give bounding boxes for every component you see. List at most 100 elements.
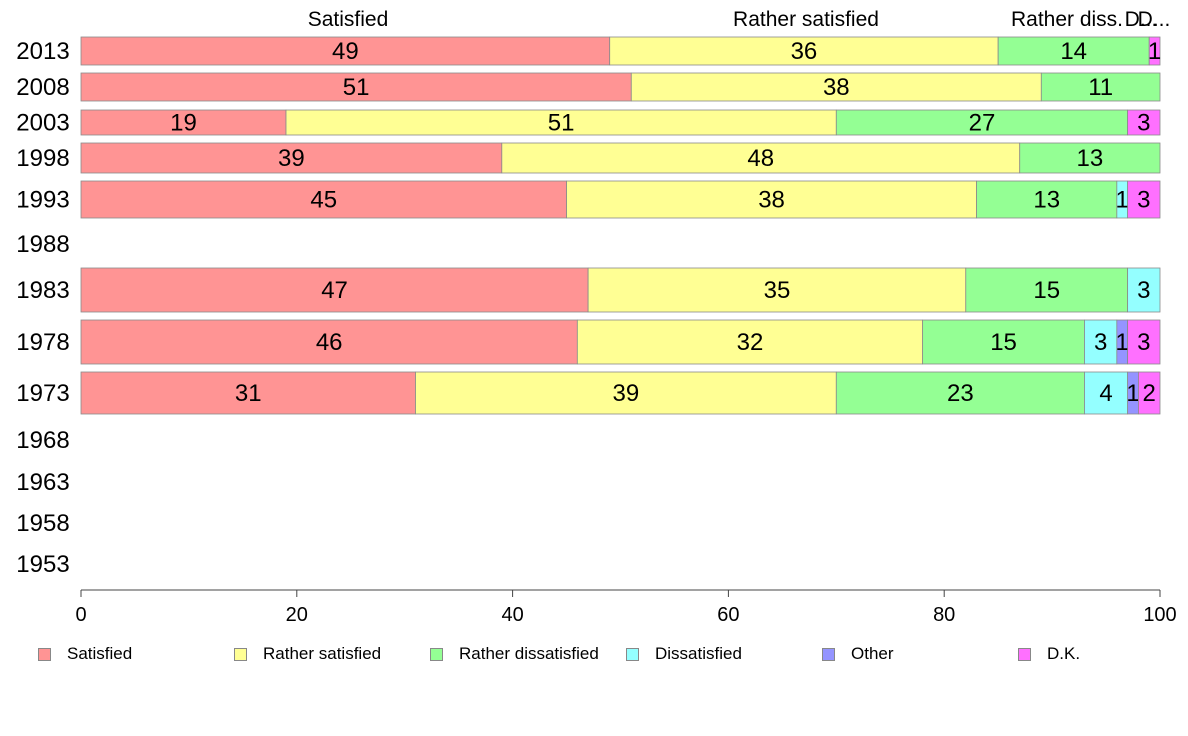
category-label: 2008 bbox=[16, 74, 69, 101]
bar-segment bbox=[80, 142, 503, 174]
column-header: D... bbox=[1138, 8, 1171, 31]
bar-segment bbox=[566, 180, 977, 219]
legend-swatch bbox=[822, 647, 835, 661]
legend-label: Dissatisfied bbox=[655, 644, 742, 663]
bar-segment bbox=[587, 267, 967, 313]
legend: Satisfied Rather satisfied Rather dissatis… bbox=[38, 644, 1158, 668]
bar-segment bbox=[1040, 72, 1161, 102]
x-tick-label: 80 bbox=[933, 604, 955, 626]
bar-segment bbox=[1084, 371, 1129, 415]
data-label: 51 bbox=[548, 110, 575, 137]
bar-segment bbox=[1127, 109, 1161, 136]
data-label: 39 bbox=[613, 380, 640, 407]
category-label: 1978 bbox=[16, 329, 69, 356]
category-label: 2003 bbox=[16, 110, 69, 137]
bar-segment bbox=[965, 267, 1129, 313]
legend-label: Rather dissatisfied bbox=[459, 644, 599, 663]
data-label: 1 bbox=[1126, 380, 1139, 407]
data-label: 1 bbox=[1116, 187, 1129, 214]
x-tick-label: 60 bbox=[717, 604, 739, 626]
data-label: 11 bbox=[1088, 74, 1113, 101]
legend-label: Other bbox=[851, 644, 894, 663]
data-label: 13 bbox=[1033, 187, 1060, 214]
legend-swatch bbox=[1018, 647, 1031, 661]
category-label: 1998 bbox=[16, 145, 69, 172]
legend-label: Satisfied bbox=[67, 644, 133, 663]
legend-item: Dissatisfied bbox=[626, 644, 742, 664]
data-label: 3 bbox=[1137, 110, 1150, 137]
column-headers: Satisfied Rather satisfied Rather diss. D..… bbox=[308, 8, 1171, 31]
bar-segment bbox=[80, 319, 578, 365]
data-label: 49 bbox=[332, 38, 359, 65]
data-label: 13 bbox=[1077, 145, 1104, 172]
bar-segment bbox=[976, 180, 1118, 219]
category-label: 1983 bbox=[16, 277, 69, 304]
data-label: 39 bbox=[278, 145, 305, 172]
bar-segment bbox=[80, 180, 567, 219]
data-label: 45 bbox=[310, 187, 337, 214]
data-label: 27 bbox=[969, 110, 996, 137]
category-label: 1958 bbox=[16, 510, 69, 537]
bar-segment bbox=[1127, 319, 1161, 365]
legend-item: D.K. bbox=[1018, 644, 1080, 664]
category-label: 1993 bbox=[16, 187, 69, 214]
data-label: 3 bbox=[1137, 187, 1150, 214]
category-label: 2013 bbox=[16, 38, 69, 65]
legend-item: Satisfied bbox=[38, 644, 132, 664]
column-header: Rather satisfied bbox=[733, 8, 879, 31]
legend-swatch bbox=[430, 647, 443, 661]
bar-segment bbox=[1019, 142, 1161, 174]
data-label: 35 bbox=[764, 277, 791, 304]
column-header: D... bbox=[1125, 8, 1158, 31]
legend-swatch bbox=[626, 647, 639, 661]
category-label: 1973 bbox=[16, 380, 69, 407]
bar-segment bbox=[80, 371, 416, 415]
category-labels: 2013 2008 2003 1998 1993 1988 1983 1978 1973 1968… bbox=[16, 38, 69, 578]
data-label: 4 bbox=[1099, 380, 1112, 407]
x-tick-label: 40 bbox=[501, 604, 523, 626]
data-label: 48 bbox=[747, 145, 774, 172]
bar-segment bbox=[80, 72, 632, 102]
data-label: 36 bbox=[791, 38, 818, 65]
legend-swatch bbox=[234, 647, 247, 661]
legend-item: Rather satisfied bbox=[234, 644, 381, 664]
bar-segment bbox=[922, 319, 1085, 365]
data-label: 15 bbox=[990, 329, 1017, 356]
bar-segment bbox=[1148, 36, 1161, 66]
legend-item: Rather dissatisfied bbox=[430, 644, 599, 664]
bar-segment bbox=[80, 267, 589, 313]
data-label: 1 bbox=[1116, 329, 1129, 356]
data-label: 32 bbox=[737, 329, 764, 356]
bar-segment bbox=[415, 371, 837, 415]
bar-segment bbox=[609, 36, 999, 66]
data-label: 38 bbox=[758, 187, 785, 214]
x-axis: 0 20 40 60 80 100 bbox=[75, 589, 1177, 626]
data-label: 3 bbox=[1137, 329, 1150, 356]
data-label: 3 bbox=[1094, 329, 1107, 356]
data-label: 47 bbox=[321, 277, 348, 304]
bar-segment bbox=[576, 319, 924, 365]
legend-label: D.K. bbox=[1047, 644, 1081, 663]
data-label: 23 bbox=[947, 380, 974, 407]
data-label: 46 bbox=[316, 329, 343, 356]
data-label: 38 bbox=[823, 74, 850, 101]
bar-segment bbox=[630, 72, 1042, 102]
x-tick-label: 20 bbox=[286, 604, 308, 626]
data-label: 2 bbox=[1143, 380, 1156, 407]
data-label: 31 bbox=[235, 380, 262, 407]
category-label: 1963 bbox=[16, 469, 69, 496]
bar-segment bbox=[80, 109, 287, 136]
data-label: 3 bbox=[1137, 277, 1150, 304]
x-tick-label: 100 bbox=[1143, 604, 1176, 626]
legend-swatch bbox=[38, 647, 51, 661]
data-label: 15 bbox=[1033, 277, 1060, 304]
bar-segment bbox=[1127, 267, 1161, 313]
data-label: 51 bbox=[343, 74, 370, 101]
bar-segment bbox=[285, 109, 837, 136]
bar-segment bbox=[1084, 319, 1118, 365]
legend-label: Rather satisfied bbox=[263, 644, 382, 663]
data-label: 19 bbox=[170, 110, 197, 137]
bar-segment bbox=[1127, 180, 1161, 219]
